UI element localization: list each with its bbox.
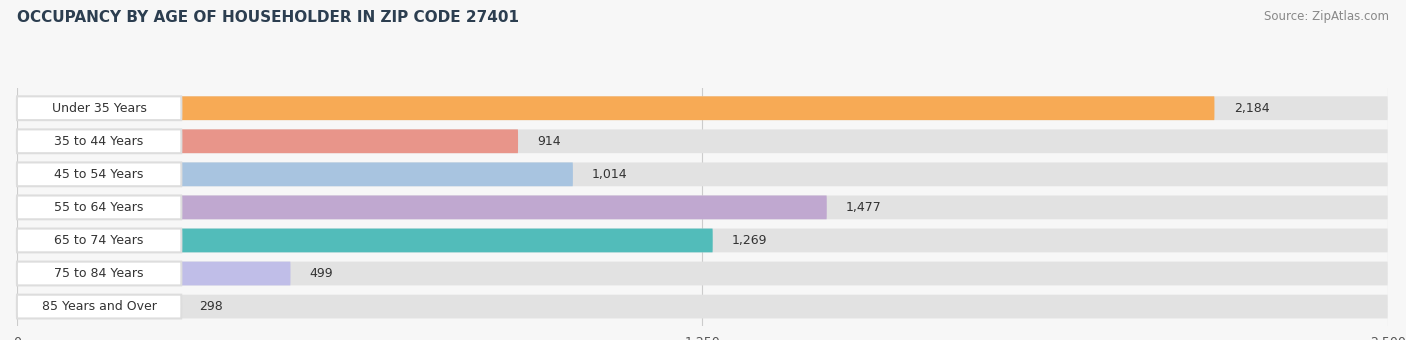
Text: 75 to 84 Years: 75 to 84 Years — [55, 267, 143, 280]
Text: 85 Years and Over: 85 Years and Over — [42, 300, 156, 313]
Text: 65 to 74 Years: 65 to 74 Years — [55, 234, 143, 247]
FancyBboxPatch shape — [17, 195, 181, 219]
FancyBboxPatch shape — [17, 295, 1388, 319]
FancyBboxPatch shape — [17, 163, 572, 186]
Text: 55 to 64 Years: 55 to 64 Years — [55, 201, 143, 214]
FancyBboxPatch shape — [17, 96, 181, 120]
FancyBboxPatch shape — [17, 228, 713, 252]
Text: 499: 499 — [309, 267, 333, 280]
FancyBboxPatch shape — [17, 195, 1388, 219]
FancyBboxPatch shape — [17, 228, 1388, 252]
FancyBboxPatch shape — [17, 261, 181, 285]
FancyBboxPatch shape — [17, 130, 517, 153]
Text: Under 35 Years: Under 35 Years — [52, 102, 146, 115]
FancyBboxPatch shape — [17, 295, 180, 319]
FancyBboxPatch shape — [17, 195, 827, 219]
Text: 914: 914 — [537, 135, 561, 148]
Text: 1,477: 1,477 — [846, 201, 882, 214]
Text: Source: ZipAtlas.com: Source: ZipAtlas.com — [1264, 10, 1389, 23]
Text: OCCUPANCY BY AGE OF HOUSEHOLDER IN ZIP CODE 27401: OCCUPANCY BY AGE OF HOUSEHOLDER IN ZIP C… — [17, 10, 519, 25]
Text: 1,269: 1,269 — [733, 234, 768, 247]
FancyBboxPatch shape — [17, 295, 181, 319]
FancyBboxPatch shape — [17, 261, 291, 285]
FancyBboxPatch shape — [17, 130, 181, 153]
Text: 35 to 44 Years: 35 to 44 Years — [55, 135, 143, 148]
FancyBboxPatch shape — [17, 228, 181, 252]
Text: 1,014: 1,014 — [592, 168, 627, 181]
FancyBboxPatch shape — [17, 96, 1215, 120]
FancyBboxPatch shape — [17, 163, 181, 186]
FancyBboxPatch shape — [17, 261, 1388, 285]
Text: 45 to 54 Years: 45 to 54 Years — [55, 168, 143, 181]
FancyBboxPatch shape — [17, 163, 1388, 186]
FancyBboxPatch shape — [17, 96, 1388, 120]
Text: 2,184: 2,184 — [1233, 102, 1270, 115]
FancyBboxPatch shape — [17, 130, 1388, 153]
Text: 298: 298 — [200, 300, 224, 313]
